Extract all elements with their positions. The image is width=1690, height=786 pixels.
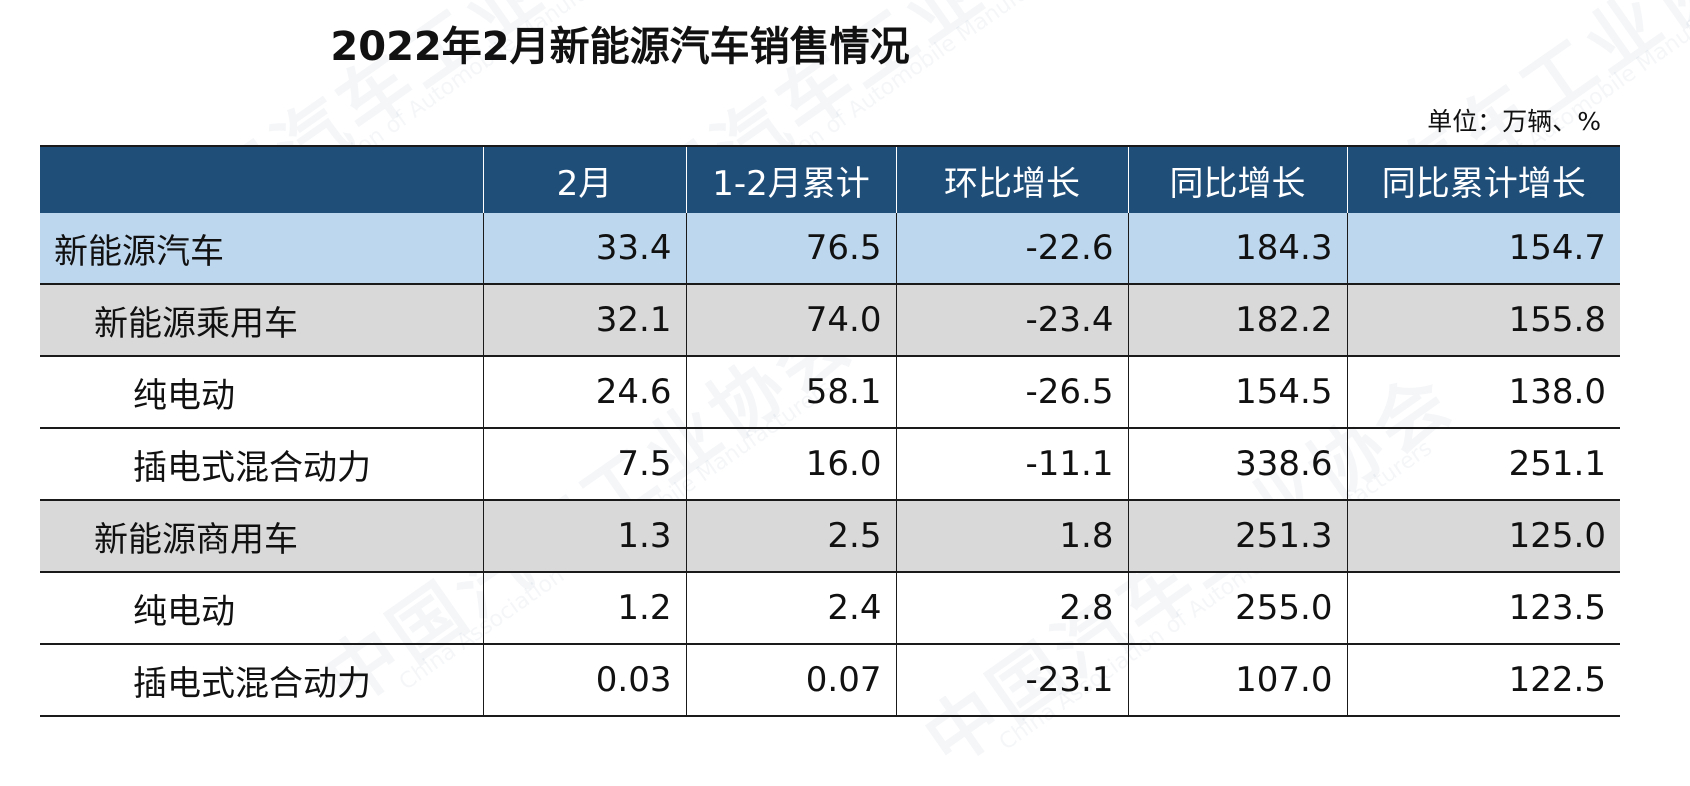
cell-february: 7.5 <box>482 428 686 501</box>
row-label: 新能源乘用车 <box>40 284 483 357</box>
cell-february: 1.2 <box>482 572 686 645</box>
cell-mom: -22.6 <box>895 213 1128 285</box>
row-label: 新能源商用车 <box>40 500 483 573</box>
row-label: 纯电动 <box>40 572 483 645</box>
cell-mom: 1.8 <box>895 500 1128 573</box>
table-row: 新能源商用车 1.3 2.5 1.8 251.3 125.0 <box>40 500 1620 573</box>
cell-cumulative: 76.5 <box>685 213 896 285</box>
cell-yoy-cumulative: 138.0 <box>1346 356 1620 429</box>
cell-mom: -23.1 <box>895 644 1128 717</box>
cell-cumulative: 2.5 <box>685 500 896 573</box>
row-label: 插电式混合动力 <box>40 644 483 717</box>
cell-cumulative: 0.07 <box>685 644 896 717</box>
cell-february: 32.1 <box>482 284 686 357</box>
cell-february: 0.03 <box>482 644 686 717</box>
cell-mom: -23.4 <box>895 284 1128 357</box>
cell-yoy-cumulative: 154.7 <box>1346 213 1620 285</box>
cell-yoy-cumulative: 125.0 <box>1346 500 1620 573</box>
cell-yoy: 251.3 <box>1127 500 1347 573</box>
cell-mom: 2.8 <box>895 572 1128 645</box>
cell-cumulative: 16.0 <box>685 428 896 501</box>
table-row: 纯电动 1.2 2.4 2.8 255.0 123.5 <box>40 572 1620 645</box>
cell-cumulative: 2.4 <box>685 572 896 645</box>
cell-yoy: 182.2 <box>1127 284 1347 357</box>
unit-label: 单位：万辆、% <box>1427 107 1601 136</box>
row-label: 新能源汽车 <box>40 213 483 285</box>
cell-cumulative: 74.0 <box>685 284 896 357</box>
cell-yoy: 154.5 <box>1127 356 1347 429</box>
cell-yoy: 338.6 <box>1127 428 1347 501</box>
row-label: 插电式混合动力 <box>40 428 483 501</box>
column-header-category <box>40 146 483 213</box>
cell-february: 24.6 <box>482 356 686 429</box>
cell-yoy: 107.0 <box>1127 644 1347 717</box>
cell-yoy: 184.3 <box>1127 213 1347 285</box>
cell-february: 1.3 <box>482 500 686 573</box>
cell-mom: -11.1 <box>895 428 1128 501</box>
table-header-row: 2月 1-2月累计 环比增长 同比增长 同比累计增长 <box>40 146 1620 213</box>
cell-yoy-cumulative: 122.5 <box>1346 644 1620 717</box>
row-label: 纯电动 <box>40 356 483 429</box>
table-row: 插电式混合动力 0.03 0.07 -23.1 107.0 122.5 <box>40 644 1620 717</box>
column-header-yoy-growth: 同比增长 <box>1127 146 1347 213</box>
table-row: 插电式混合动力 7.5 16.0 -11.1 338.6 251.1 <box>40 428 1620 501</box>
cell-yoy-cumulative: 155.8 <box>1346 284 1620 357</box>
cell-yoy-cumulative: 251.1 <box>1346 428 1620 501</box>
column-header-yoy-cumulative-growth: 同比累计增长 <box>1346 146 1620 213</box>
sales-table: 2月 1-2月累计 环比增长 同比增长 同比累计增长 新能源汽车 33.4 76… <box>40 145 1620 717</box>
column-header-jan-feb-cumulative: 1-2月累计 <box>685 146 896 213</box>
cell-cumulative: 58.1 <box>685 356 896 429</box>
table-row: 新能源乘用车 32.1 74.0 -23.4 182.2 155.8 <box>40 284 1620 357</box>
table-row: 新能源汽车 33.4 76.5 -22.6 184.3 154.7 <box>40 213 1620 285</box>
cell-mom: -26.5 <box>895 356 1128 429</box>
page-title: 2022年2月新能源汽车销售情况 <box>330 24 910 70</box>
cell-yoy-cumulative: 123.5 <box>1346 572 1620 645</box>
cell-yoy: 255.0 <box>1127 572 1347 645</box>
table-row: 纯电动 24.6 58.1 -26.5 154.5 138.0 <box>40 356 1620 429</box>
column-header-mom-growth: 环比增长 <box>895 146 1128 213</box>
column-header-february: 2月 <box>482 146 686 213</box>
cell-february: 33.4 <box>482 213 686 285</box>
